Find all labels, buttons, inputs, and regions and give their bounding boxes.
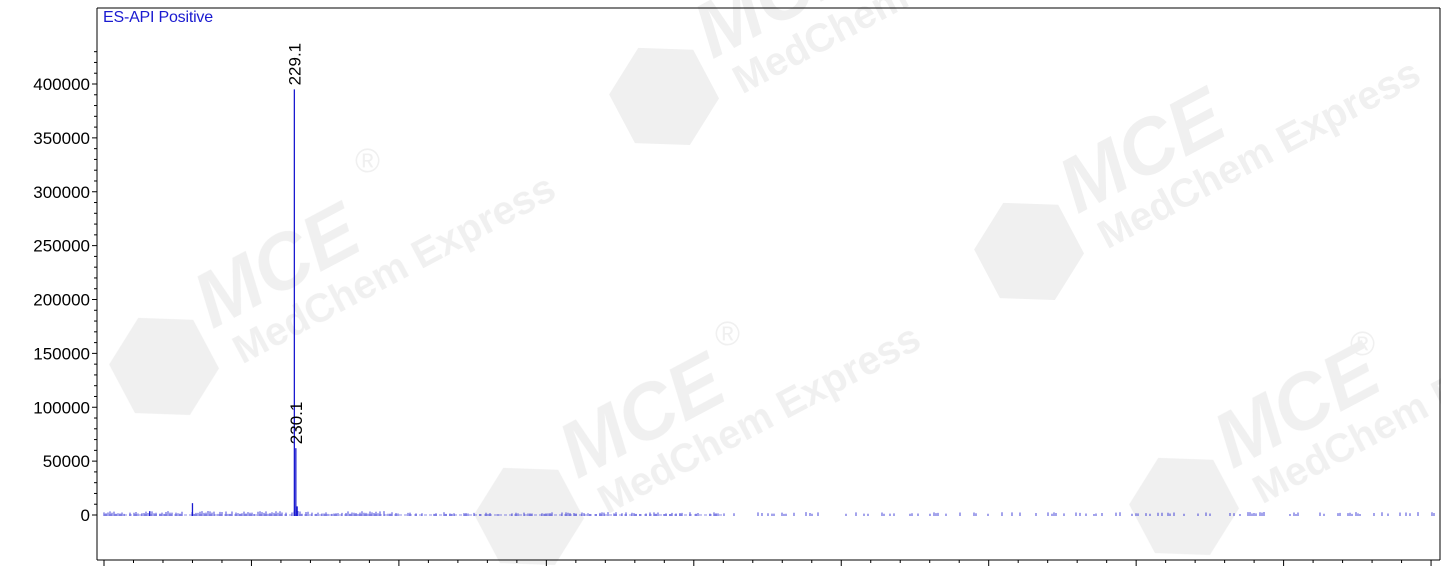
y-tick-label: 150000	[33, 344, 90, 363]
peak-label: 229.1	[285, 43, 304, 86]
y-tick-label: 100000	[33, 398, 90, 417]
peaks: 229.1 230.1	[149, 43, 306, 516]
y-tick-label: 350000	[33, 129, 90, 148]
watermark-hexagon	[609, 47, 720, 145]
x-tick-label: 800	[1122, 568, 1150, 571]
x-tick-label: 700	[975, 568, 1003, 571]
peak-label: 230.1	[287, 402, 306, 445]
y-tick-label: 300000	[33, 183, 90, 202]
watermark-hexagon	[109, 317, 220, 415]
x-tick-label: 200	[237, 568, 265, 571]
x-tick-label: 400	[532, 568, 560, 571]
chart-title: ES-API Positive	[103, 9, 213, 26]
watermark-registered-mark: ®	[715, 315, 740, 353]
y-tick-label: 0	[81, 506, 90, 525]
y-tick-label: 200000	[33, 291, 90, 310]
y-tick-label: 250000	[33, 237, 90, 256]
watermark-hexagon	[974, 202, 1085, 300]
watermark-hexagon	[1129, 457, 1240, 555]
x-tick-label: 500	[680, 568, 708, 571]
tick-labels: 0 50000 100000 150000 200000 250000 300000 3500…	[33, 75, 1437, 571]
y-tick-label: 50000	[43, 452, 90, 471]
y-tick-label: 400000	[33, 75, 90, 94]
x-tick-label: 300	[385, 568, 413, 571]
x-axis-label: m/z	[1410, 568, 1437, 571]
watermark-registered-mark: ®	[355, 142, 380, 180]
x-tick-label: 900	[1269, 568, 1297, 571]
watermark-hexagon	[474, 467, 585, 565]
x-tick-label: 100	[90, 568, 118, 571]
x-tick-label: 600	[827, 568, 855, 571]
axes	[92, 7, 1441, 566]
watermark-registered-mark: ®	[1350, 325, 1375, 363]
